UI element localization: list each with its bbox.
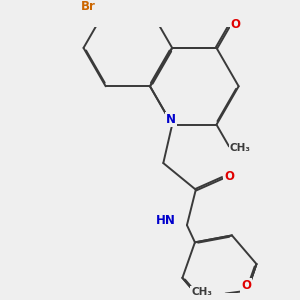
Text: HN: HN (156, 214, 176, 227)
Text: O: O (241, 279, 251, 292)
Text: O: O (224, 170, 234, 183)
Text: Br: Br (80, 0, 95, 13)
Text: CH₃: CH₃ (191, 287, 212, 297)
Text: N: N (166, 113, 176, 126)
Text: CH₃: CH₃ (230, 143, 251, 153)
Text: O: O (230, 18, 241, 31)
